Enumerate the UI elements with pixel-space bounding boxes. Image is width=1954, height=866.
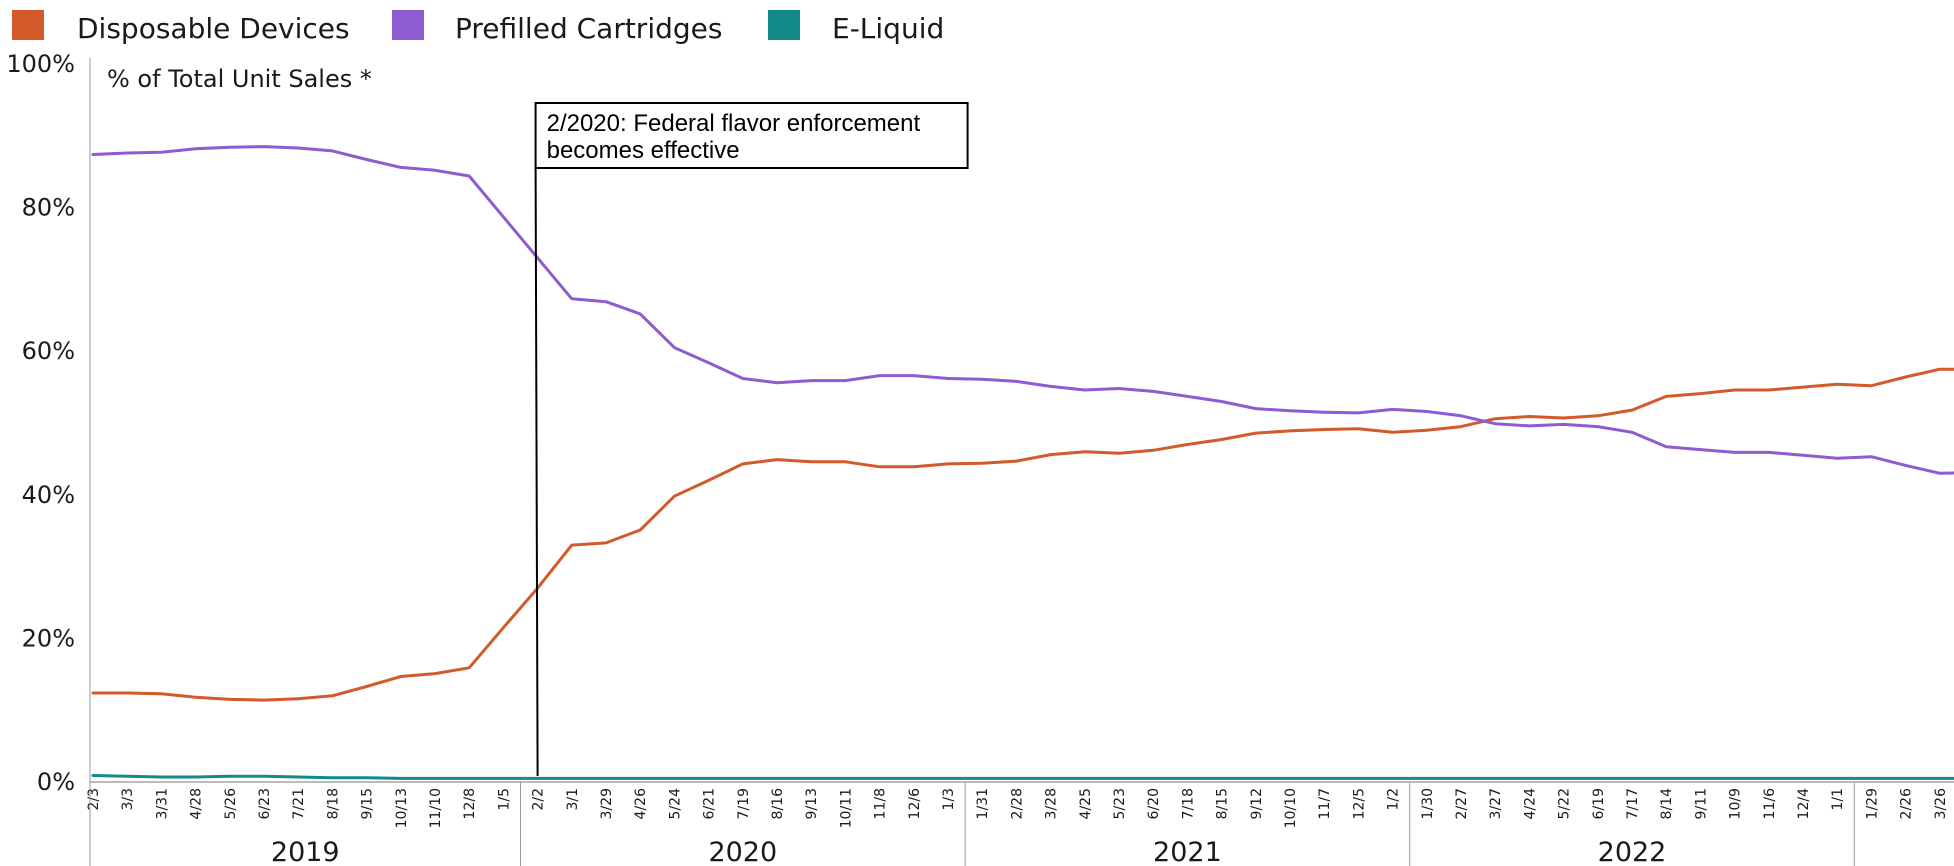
x-tick-label: 3/1 bbox=[565, 788, 581, 811]
series-group bbox=[91, 145, 1954, 780]
x-tick-label: 1/5 bbox=[496, 788, 512, 811]
x-tick-label: 9/11 bbox=[1693, 788, 1709, 819]
x-tick-label: 9/15 bbox=[360, 788, 376, 819]
x-tick-label: 12/6 bbox=[907, 788, 923, 820]
x-tick-label: 1/3 bbox=[941, 788, 957, 811]
x-tick-label: 4/28 bbox=[189, 788, 205, 819]
y-tick-label: 100% bbox=[6, 50, 75, 78]
x-tick-label: 2/28 bbox=[1009, 788, 1025, 819]
x-tick-label: 6/23 bbox=[257, 788, 273, 819]
x-tick-label: 2/3 bbox=[86, 788, 102, 811]
x-tick-label: 5/22 bbox=[1557, 788, 1573, 819]
x-tick-label: 1/31 bbox=[975, 788, 991, 819]
x-tick-label: 9/13 bbox=[804, 788, 820, 819]
x-tick-label: 3/31 bbox=[154, 788, 170, 819]
x-tick-label: 6/19 bbox=[1591, 788, 1607, 819]
y-tick-label: 0% bbox=[37, 768, 75, 796]
y-axis: 0% 20% 40% 60% 80% 100% bbox=[6, 50, 91, 866]
x-tick-label: 10/13 bbox=[394, 788, 410, 828]
x-tick-label: 4/26 bbox=[633, 788, 649, 820]
x-tick-label: 7/21 bbox=[291, 788, 307, 819]
legend-swatch-cartridges bbox=[392, 10, 424, 40]
year-label: 2022 bbox=[1598, 837, 1667, 866]
x-tick-label: 8/16 bbox=[770, 788, 786, 820]
legend-label-disposable: Disposable Devices bbox=[77, 12, 350, 45]
annotation-text-line1: 2/2020: Federal flavor enforcement bbox=[547, 110, 921, 137]
x-axis: 2/3 3/3 3/31 4/28 5/26 6/23 7/21 8/18 9/15 10/13 1… bbox=[86, 781, 1954, 866]
x-tick-label: 11/8 bbox=[873, 788, 889, 819]
x-tick-label: 7/19 bbox=[736, 788, 752, 819]
x-tick-label: 7/17 bbox=[1625, 788, 1641, 819]
x-tick-label: 12/8 bbox=[462, 788, 478, 819]
x-tick-label: 3/3 bbox=[120, 788, 136, 811]
x-tick-label: 5/23 bbox=[1112, 788, 1128, 819]
x-tick-label: 1/2 bbox=[1386, 788, 1402, 811]
x-tick-label: 8/14 bbox=[1659, 788, 1675, 820]
x-tick-label: 2/27 bbox=[1454, 788, 1470, 819]
x-tick-label: 12/4 bbox=[1796, 788, 1812, 820]
series-line-2 bbox=[91, 774, 1954, 780]
series-line-1 bbox=[91, 145, 1954, 475]
series-line-0 bbox=[91, 367, 1954, 702]
y-tick-label: 40% bbox=[22, 481, 75, 509]
x-tick-label: 11/6 bbox=[1762, 788, 1778, 820]
legend-swatch-disposable bbox=[12, 10, 44, 40]
year-label: 2020 bbox=[708, 837, 777, 866]
annotation-line bbox=[534, 167, 539, 777]
x-tick-label: 8/18 bbox=[325, 788, 341, 819]
x-tick-label: 1/1 bbox=[1830, 788, 1846, 811]
x-tick-label: 10/9 bbox=[1728, 788, 1744, 819]
year-label: 2019 bbox=[271, 837, 340, 866]
y-tick-label: 60% bbox=[22, 337, 75, 365]
x-tick-label: 11/7 bbox=[1317, 788, 1333, 819]
x-tick-label: 3/27 bbox=[1488, 788, 1504, 819]
x-tick-label: 4/25 bbox=[1078, 788, 1094, 819]
x-tick-label: 9/12 bbox=[1249, 788, 1265, 819]
x-tick-label: 2/2 bbox=[531, 788, 547, 811]
x-tick-label: 6/20 bbox=[1146, 788, 1162, 819]
x-tick-label: 8/15 bbox=[1215, 788, 1231, 819]
x-tick-label: 1/30 bbox=[1420, 788, 1436, 819]
y-axis-title: % of Total Unit Sales * bbox=[107, 65, 372, 93]
x-tick-label: 10/11 bbox=[838, 788, 854, 828]
x-tick-label: 3/28 bbox=[1044, 788, 1060, 819]
legend-label-cartridges: Prefilled Cartridges bbox=[455, 12, 722, 45]
x-tick-label: 12/5 bbox=[1351, 788, 1367, 819]
x-tick-label: 11/10 bbox=[428, 788, 444, 828]
x-tick-label: 6/21 bbox=[702, 788, 718, 819]
x-tick-label: 3/29 bbox=[599, 788, 615, 819]
x-tick-label: 3/26 bbox=[1933, 788, 1949, 820]
x-tick-label: 1/29 bbox=[1864, 788, 1880, 819]
year-label: 2021 bbox=[1153, 837, 1222, 866]
x-tick-label: 2/26 bbox=[1899, 788, 1915, 820]
x-tick-label: 4/24 bbox=[1522, 788, 1538, 820]
annotation-box bbox=[534, 102, 969, 169]
legend: Disposable Devices Prefilled Cartridges … bbox=[12, 10, 944, 45]
annotation-text-line2: becomes effective bbox=[547, 137, 740, 164]
x-tick-label: 5/26 bbox=[223, 788, 239, 820]
x-tick-label: 10/10 bbox=[1283, 788, 1299, 828]
annotation: 2/2020: Federal flavor enforcement becom… bbox=[534, 102, 969, 777]
x-tick-label: 5/24 bbox=[667, 788, 683, 820]
x-tick-label: 7/18 bbox=[1180, 788, 1196, 819]
y-tick-label: 80% bbox=[22, 194, 75, 222]
y-tick-label: 20% bbox=[22, 624, 75, 652]
legend-label-eliquid: E-Liquid bbox=[832, 12, 944, 45]
legend-swatch-eliquid bbox=[768, 10, 800, 40]
